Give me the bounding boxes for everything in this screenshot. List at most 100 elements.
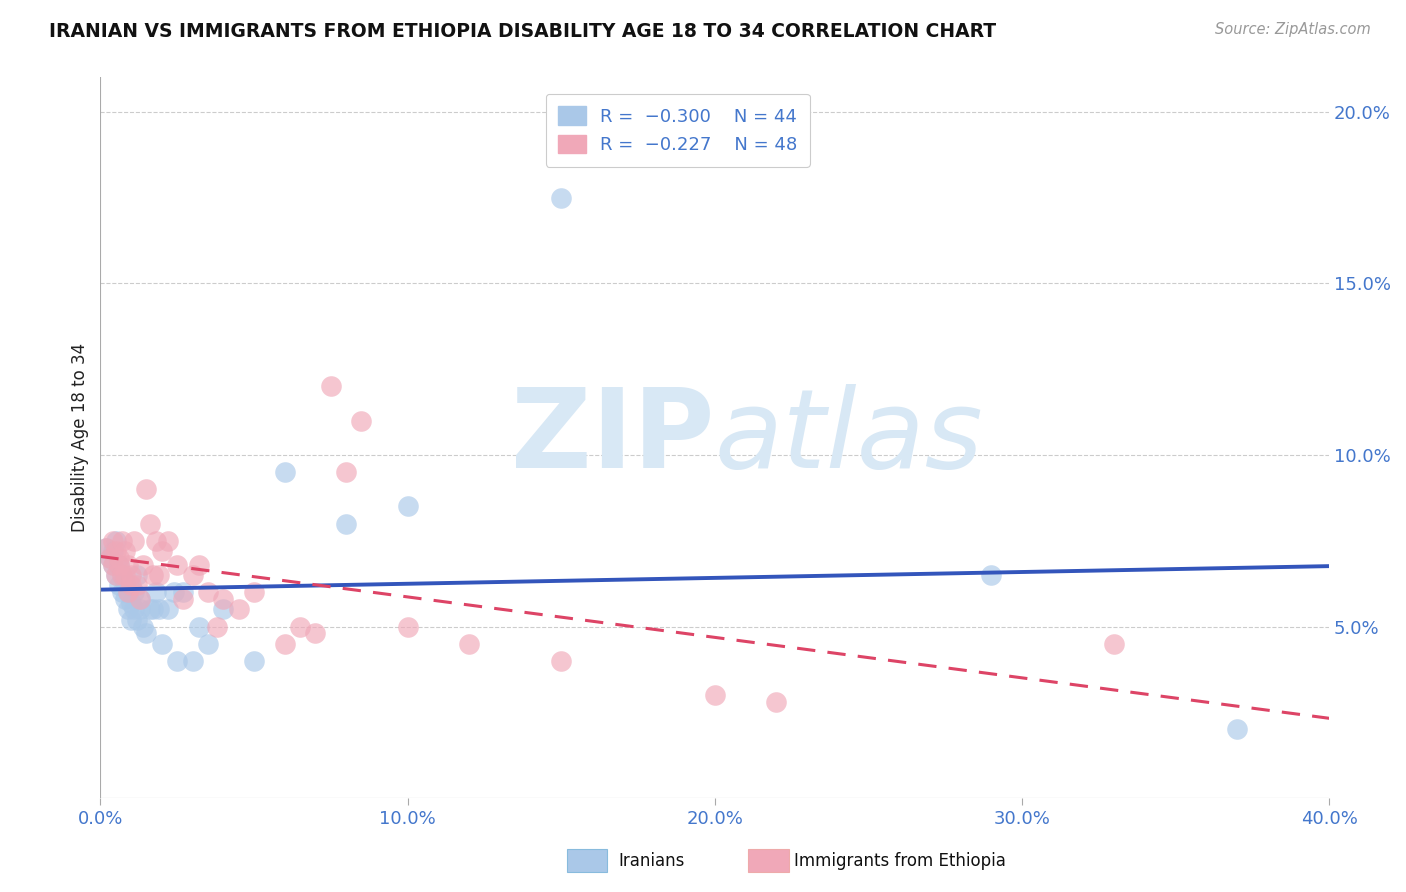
Point bbox=[765, 695, 787, 709]
Point bbox=[703, 688, 725, 702]
Point bbox=[122, 533, 145, 548]
Point bbox=[132, 619, 155, 633]
Point bbox=[96, 541, 118, 555]
Point bbox=[350, 414, 373, 428]
Point bbox=[111, 533, 134, 548]
Point bbox=[127, 578, 149, 592]
Point bbox=[127, 568, 149, 582]
Point bbox=[142, 568, 165, 582]
Point bbox=[96, 541, 118, 555]
Point bbox=[187, 558, 209, 572]
Point bbox=[550, 190, 572, 204]
Point bbox=[156, 602, 179, 616]
Point bbox=[132, 558, 155, 572]
Point bbox=[129, 602, 152, 616]
Point bbox=[145, 585, 167, 599]
Point bbox=[163, 585, 186, 599]
Point bbox=[228, 602, 250, 616]
Point bbox=[107, 558, 129, 572]
Point bbox=[129, 592, 152, 607]
Point bbox=[197, 637, 219, 651]
Point bbox=[212, 592, 235, 607]
Point bbox=[114, 592, 136, 607]
Point bbox=[396, 619, 419, 633]
Point bbox=[1226, 723, 1249, 737]
Point bbox=[288, 619, 311, 633]
Point bbox=[111, 568, 134, 582]
Point bbox=[212, 602, 235, 616]
Point bbox=[396, 500, 419, 514]
Point bbox=[142, 602, 165, 616]
Text: ZIP: ZIP bbox=[512, 384, 714, 491]
Point bbox=[135, 626, 157, 640]
Point bbox=[107, 550, 129, 565]
Point bbox=[111, 585, 134, 599]
Point bbox=[166, 654, 188, 668]
Point bbox=[243, 585, 266, 599]
Point bbox=[187, 619, 209, 633]
Point bbox=[335, 465, 357, 479]
Point bbox=[304, 626, 326, 640]
Text: IRANIAN VS IMMIGRANTS FROM ETHIOPIA DISABILITY AGE 18 TO 34 CORRELATION CHART: IRANIAN VS IMMIGRANTS FROM ETHIOPIA DISA… bbox=[49, 22, 997, 41]
Point bbox=[107, 578, 129, 592]
Point bbox=[101, 558, 124, 572]
Point bbox=[181, 654, 204, 668]
Point bbox=[129, 592, 152, 607]
Point bbox=[114, 568, 136, 582]
Point bbox=[101, 533, 124, 548]
Point bbox=[335, 516, 357, 531]
Point bbox=[104, 568, 127, 582]
Point bbox=[150, 544, 173, 558]
Point bbox=[104, 544, 127, 558]
Point bbox=[145, 533, 167, 548]
Point bbox=[273, 465, 295, 479]
Point bbox=[117, 602, 139, 616]
Point bbox=[101, 544, 124, 558]
Point bbox=[135, 483, 157, 497]
Point bbox=[205, 619, 228, 633]
Point bbox=[104, 533, 127, 548]
Text: Source: ZipAtlas.com: Source: ZipAtlas.com bbox=[1215, 22, 1371, 37]
Point bbox=[458, 637, 481, 651]
Point bbox=[172, 592, 194, 607]
Point bbox=[114, 544, 136, 558]
Point bbox=[127, 613, 149, 627]
Point bbox=[120, 613, 142, 627]
Point bbox=[117, 558, 139, 572]
Point bbox=[148, 602, 170, 616]
Point bbox=[117, 585, 139, 599]
Point bbox=[550, 654, 572, 668]
Point bbox=[122, 602, 145, 616]
Point bbox=[114, 574, 136, 589]
Point bbox=[122, 585, 145, 599]
Text: Immigrants from Ethiopia: Immigrants from Ethiopia bbox=[794, 852, 1007, 870]
Point bbox=[319, 379, 342, 393]
Point bbox=[156, 533, 179, 548]
Legend: R =  −0.300    N = 44, R =  −0.227    N = 48: R = −0.300 N = 44, R = −0.227 N = 48 bbox=[546, 94, 810, 167]
Point bbox=[98, 550, 121, 565]
Point bbox=[172, 585, 194, 599]
Point bbox=[120, 568, 142, 582]
Point bbox=[1102, 637, 1125, 651]
Point bbox=[197, 585, 219, 599]
Point bbox=[138, 516, 160, 531]
Text: atlas: atlas bbox=[714, 384, 983, 491]
Point bbox=[150, 637, 173, 651]
Point bbox=[138, 602, 160, 616]
Point bbox=[181, 568, 204, 582]
Point bbox=[104, 568, 127, 582]
Point bbox=[117, 585, 139, 599]
Point bbox=[273, 637, 295, 651]
Point bbox=[980, 568, 1002, 582]
Point bbox=[98, 550, 121, 565]
Point bbox=[107, 558, 129, 572]
Point bbox=[120, 595, 142, 609]
Point bbox=[243, 654, 266, 668]
Point bbox=[148, 568, 170, 582]
Text: Iranians: Iranians bbox=[619, 852, 685, 870]
Y-axis label: Disability Age 18 to 34: Disability Age 18 to 34 bbox=[72, 343, 89, 533]
Point bbox=[120, 578, 142, 592]
Point bbox=[111, 568, 134, 582]
Point bbox=[166, 558, 188, 572]
Point bbox=[101, 558, 124, 572]
